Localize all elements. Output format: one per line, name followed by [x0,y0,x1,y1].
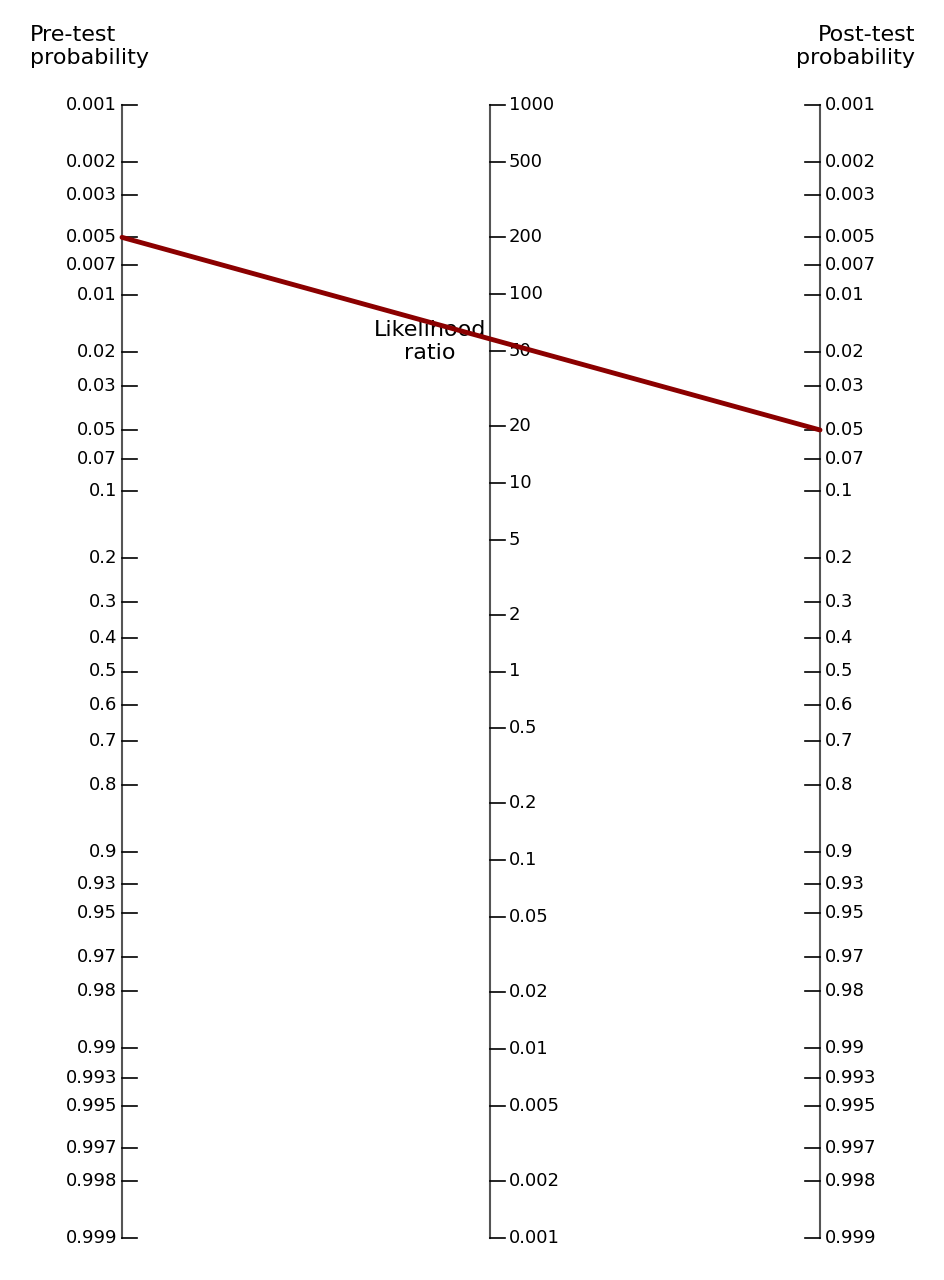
Text: 0.7: 0.7 [89,732,117,750]
Text: Post-test
probability: Post-test probability [795,26,914,68]
Text: 0.98: 0.98 [824,982,864,1000]
Text: 0.2: 0.2 [89,549,117,567]
Text: 0.07: 0.07 [77,451,117,468]
Text: 0.03: 0.03 [77,378,117,396]
Text: 1000: 1000 [509,96,553,114]
Text: 0.005: 0.005 [509,1097,560,1115]
Text: Pre-test
probability: Pre-test probability [30,26,149,68]
Text: 0.007: 0.007 [824,256,875,274]
Text: 20: 20 [509,417,531,435]
Text: 0.3: 0.3 [89,593,117,611]
Text: 0.5: 0.5 [824,663,852,681]
Text: 0.2: 0.2 [509,795,537,813]
Text: 0.97: 0.97 [824,947,864,965]
Text: 0.99: 0.99 [824,1039,864,1057]
Text: 0.001: 0.001 [509,1229,559,1247]
Text: 0.95: 0.95 [76,904,117,922]
Text: 0.005: 0.005 [824,228,875,246]
Text: 0.002: 0.002 [824,152,875,172]
Text: 0.5: 0.5 [509,719,537,737]
Text: 0.997: 0.997 [65,1139,117,1157]
Text: 0.3: 0.3 [824,593,852,611]
Text: 0.8: 0.8 [824,776,852,794]
Text: 2: 2 [509,605,520,623]
Text: 0.999: 0.999 [824,1229,876,1247]
Text: 0.995: 0.995 [824,1097,876,1115]
Text: 0.8: 0.8 [89,776,117,794]
Text: 0.01: 0.01 [77,285,117,303]
Text: 0.995: 0.995 [65,1097,117,1115]
Text: 0.993: 0.993 [65,1069,117,1087]
Text: 0.5: 0.5 [89,663,117,681]
Text: 0.93: 0.93 [824,874,864,892]
Text: 0.05: 0.05 [824,421,864,439]
Text: 0.997: 0.997 [824,1139,876,1157]
Text: 0.95: 0.95 [824,904,864,922]
Text: 0.02: 0.02 [824,343,864,361]
Text: 0.6: 0.6 [89,696,117,714]
Text: 0.001: 0.001 [66,96,117,114]
Text: 0.9: 0.9 [89,842,117,860]
Text: 0.01: 0.01 [509,1041,548,1059]
Text: 0.99: 0.99 [76,1039,117,1057]
Text: 0.005: 0.005 [66,228,117,246]
Text: 0.007: 0.007 [66,256,117,274]
Text: 500: 500 [509,152,543,170]
Text: 50: 50 [509,342,531,360]
Text: 1: 1 [509,663,520,681]
Text: 0.1: 0.1 [824,483,852,500]
Text: 0.03: 0.03 [824,378,864,396]
Text: Likelihood
ratio: Likelihood ratio [374,320,485,364]
Text: 0.05: 0.05 [77,421,117,439]
Text: 200: 200 [509,228,543,246]
Text: 0.003: 0.003 [824,187,875,205]
Text: 0.002: 0.002 [66,152,117,172]
Text: 0.001: 0.001 [824,96,875,114]
Text: 10: 10 [509,474,531,492]
Text: 0.993: 0.993 [824,1069,876,1087]
Text: 0.7: 0.7 [824,732,852,750]
Text: 0.998: 0.998 [65,1172,117,1190]
Text: 0.998: 0.998 [824,1172,875,1190]
Text: 0.01: 0.01 [824,285,864,303]
Text: 5: 5 [509,530,520,549]
Text: 0.4: 0.4 [89,630,117,648]
Text: 0.02: 0.02 [509,983,548,1001]
Text: 0.98: 0.98 [77,982,117,1000]
Text: 0.003: 0.003 [66,187,117,205]
Text: 0.4: 0.4 [824,630,852,648]
Text: 0.2: 0.2 [824,549,852,567]
Text: 0.93: 0.93 [76,874,117,892]
Text: 0.1: 0.1 [89,483,117,500]
Text: 0.97: 0.97 [76,947,117,965]
Text: 100: 100 [509,285,542,303]
Text: 0.02: 0.02 [77,343,117,361]
Text: 0.05: 0.05 [509,909,548,927]
Text: 0.999: 0.999 [65,1229,117,1247]
Text: 0.9: 0.9 [824,842,852,860]
Text: 0.6: 0.6 [824,696,852,714]
Text: 0.1: 0.1 [509,851,537,869]
Text: 0.002: 0.002 [509,1172,560,1190]
Text: 0.07: 0.07 [824,451,864,468]
